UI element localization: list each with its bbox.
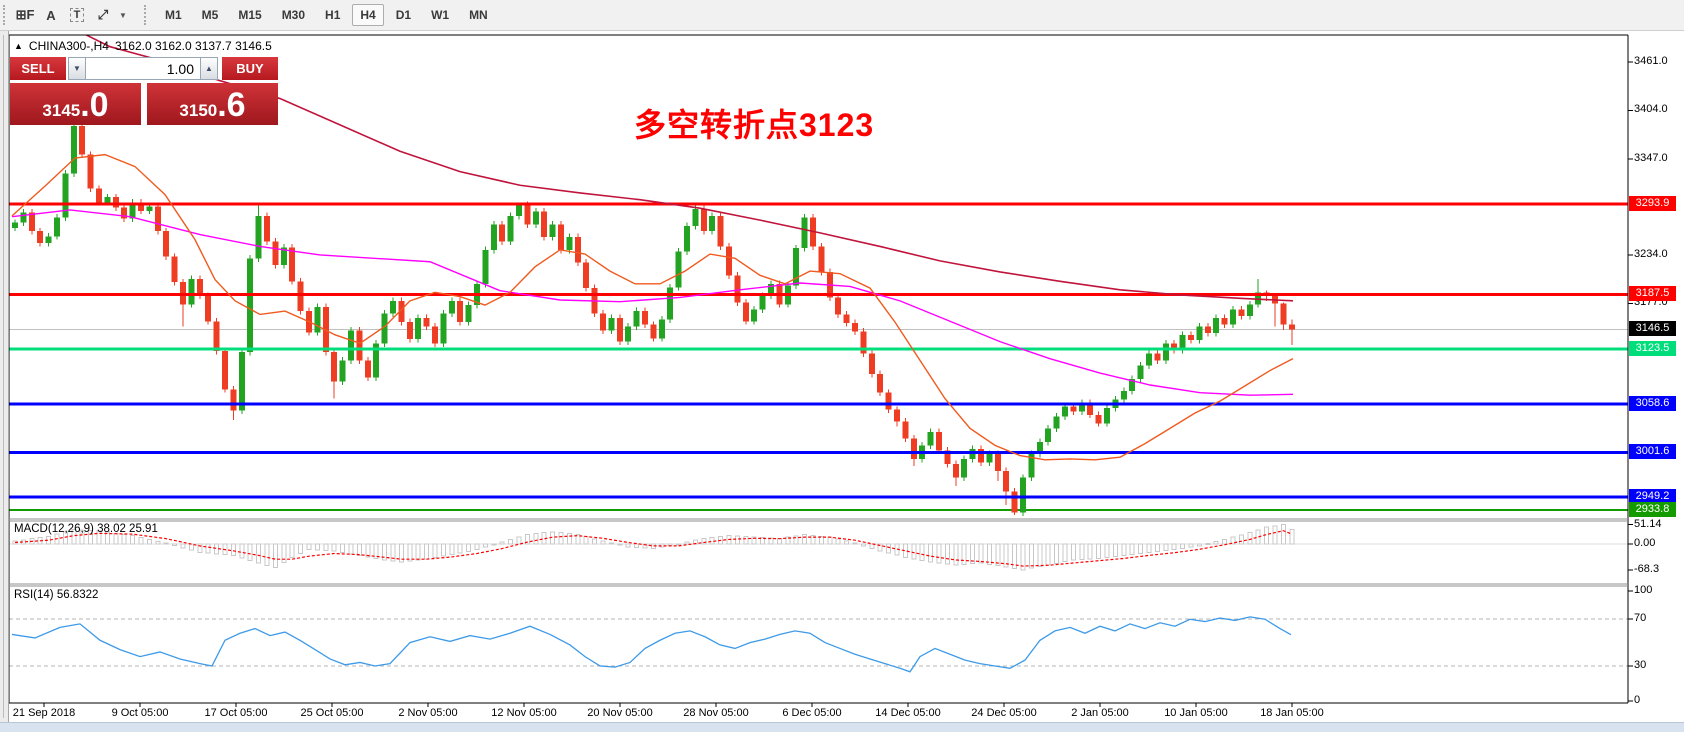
toolbar-separator xyxy=(144,5,146,25)
tab-timeframe-h4[interactable]: H4 xyxy=(352,4,384,26)
toolbar: ⊞F A T ⤢ ▼ M1 M5 M15 M30 H1 H4 D1 W1 MN xyxy=(0,0,1684,31)
price-axis-tick: 3404.0 xyxy=(1634,103,1668,116)
time-axis-label: 20 Nov 05:00 xyxy=(587,707,653,719)
symbol-title: CHINA300-,H4 xyxy=(28,39,109,53)
bid-quote-button[interactable]: 3145.0 xyxy=(10,83,141,125)
rsi-axis-tick: 30 xyxy=(1634,658,1647,671)
ohlc-values: 3162.0 3162.0 3137.7 3146.5 xyxy=(114,39,272,53)
price-level-badge: 3123.5 xyxy=(1629,340,1676,356)
macd-axis-tick: 51.14 xyxy=(1634,517,1662,530)
time-axis-label: 21 Sep 2018 xyxy=(12,707,76,719)
price-axis-tick: 3234.0 xyxy=(1634,247,1668,260)
volume-input[interactable] xyxy=(86,57,200,80)
tab-timeframe-h1[interactable]: H1 xyxy=(325,8,341,22)
time-axis-label: 10 Jan 05:00 xyxy=(1164,707,1228,719)
time-axis-label: 24 Dec 05:00 xyxy=(971,707,1037,719)
price-level-badge: 3146.5 xyxy=(1629,321,1676,337)
chart-header: ▲ CHINA300-,H4 3162.0 3162.0 3137.7 3146… xyxy=(14,39,272,53)
collapse-triangle-icon[interactable]: ▲ xyxy=(14,41,23,51)
tab-timeframe-m30[interactable]: M30 xyxy=(281,8,306,22)
rsi-axis-tick: 0 xyxy=(1634,694,1641,706)
ask-quote-button[interactable]: 3150.6 xyxy=(147,83,278,125)
tab-timeframe-mn[interactable]: MN xyxy=(469,8,488,22)
tab-timeframe-d1[interactable]: D1 xyxy=(395,8,412,22)
macd-label: MACD(12,26,9) 38.02 25.91 xyxy=(14,523,158,535)
sell-button[interactable]: SELL xyxy=(10,57,66,80)
time-axis-label: 2 Jan 05:00 xyxy=(1071,707,1129,719)
bid-price-pips: .0 xyxy=(80,86,109,124)
time-axis-label: 2 Nov 05:00 xyxy=(398,707,458,719)
grid-scale-icon[interactable]: ⊞F xyxy=(15,7,35,22)
price-level-badge: 3001.6 xyxy=(1629,444,1676,460)
buy-button[interactable]: BUY xyxy=(222,57,278,80)
price-level-badge: 3187.5 xyxy=(1629,286,1676,302)
volume-increase-button[interactable]: ▲ xyxy=(200,57,218,80)
tab-timeframe-m15[interactable]: M15 xyxy=(238,8,262,22)
tab-timeframe-m1[interactable]: M1 xyxy=(165,8,182,22)
time-axis-label: 18 Jan 05:00 xyxy=(1260,707,1324,719)
rsi-axis-tick: 100 xyxy=(1634,584,1653,596)
text-label-icon[interactable]: T xyxy=(65,3,89,27)
ask-price-main: 3150 xyxy=(179,101,218,120)
macd-axis-tick: -68.3 xyxy=(1634,562,1660,575)
tab-timeframe-w1[interactable]: W1 xyxy=(431,8,450,22)
line-studies-dropdown-icon[interactable]: ▼ xyxy=(119,10,127,20)
cursor-a-icon[interactable]: A xyxy=(46,7,56,23)
annotation-text: 多空转折点3123 xyxy=(634,107,875,143)
line-studies-icon[interactable]: ⤢ xyxy=(97,7,109,22)
tab-timeframe-m5[interactable]: M5 xyxy=(201,8,219,22)
price-axis-tick: 3347.0 xyxy=(1634,151,1668,164)
left-splitter[interactable] xyxy=(0,31,9,722)
time-axis-label: 9 Oct 05:00 xyxy=(111,707,169,719)
macd-axis-tick: 0.00 xyxy=(1634,537,1656,549)
price-level-badge: 2949.2 xyxy=(1629,489,1676,505)
ask-price-pips: .6 xyxy=(217,86,246,124)
time-axis-label: 12 Nov 05:00 xyxy=(491,707,557,719)
time-axis-label: 14 Dec 05:00 xyxy=(875,707,941,719)
toolbar-grip[interactable] xyxy=(3,5,8,25)
volume-decrease-button[interactable]: ▼ xyxy=(68,57,86,80)
status-strip xyxy=(0,722,1684,732)
bid-price-main: 3145 xyxy=(42,101,81,120)
rsi-axis-tick: 70 xyxy=(1634,612,1647,625)
time-axis-label: 17 Oct 05:00 xyxy=(204,707,268,719)
price-level-badge: 2933.8 xyxy=(1629,502,1676,518)
price-level-badge: 3058.6 xyxy=(1629,396,1676,412)
price-level-badge: 3293.9 xyxy=(1629,196,1676,212)
price-axis-tick: 3461.0 xyxy=(1634,55,1668,67)
one-click-trade-panel: SELL ▼ ▲ BUY 3145.0 3150.6 xyxy=(10,57,278,125)
time-axis-label: 28 Nov 05:00 xyxy=(683,707,749,719)
rsi-label: RSI(14) 56.8322 xyxy=(14,589,99,601)
time-axis-label: 6 Dec 05:00 xyxy=(782,707,842,719)
time-axis-label: 25 Oct 05:00 xyxy=(300,707,364,719)
